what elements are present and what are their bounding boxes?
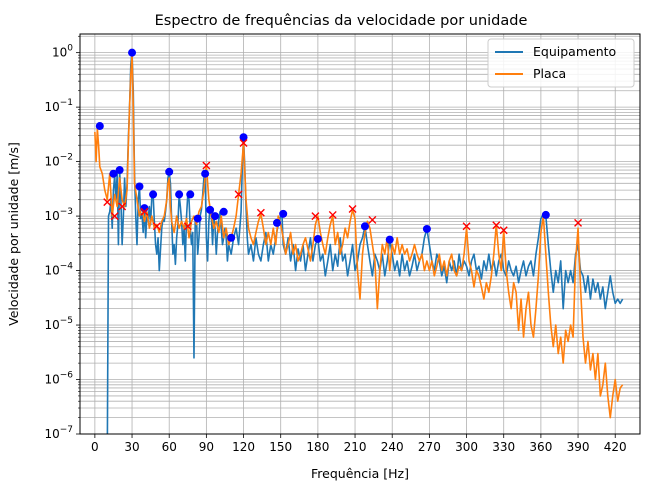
x-tick-label: 120 (232, 440, 255, 454)
plot-frame (79, 33, 641, 435)
series-layer (94, 51, 624, 434)
peak-marker-equipamento (149, 190, 158, 199)
x-axis-label: Frequência [Hz] (311, 466, 409, 481)
peak-marker-equipamento (219, 207, 228, 216)
peak-marker-placa (103, 198, 112, 207)
peak-marker-placa (492, 221, 501, 230)
peak-marker-equipamento (135, 182, 144, 191)
peak-marker-placa (152, 222, 161, 231)
x-axis: 0 30 60 90 120 150 180 210 240 270 300 330 360 390 420 (91, 434, 627, 454)
x-tick-label: 210 (344, 440, 367, 454)
legend-label-placa: Placa (533, 66, 566, 81)
peak-marker-placa (348, 204, 357, 213)
peak-marker-equipamento (109, 169, 118, 178)
x-tick-label: 240 (381, 440, 404, 454)
x-tick-label: 360 (529, 440, 552, 454)
x-tick-label: 90 (199, 440, 214, 454)
peak-marker-placa (462, 222, 471, 231)
x-tick-label: 300 (455, 440, 478, 454)
chart-title: Espectro de frequências da velocidade po… (155, 13, 528, 29)
series-line-equipamento (106, 51, 624, 434)
peak-marker-equipamento (541, 210, 550, 219)
peak-marker-placa (256, 208, 265, 217)
x-tick-label: 30 (124, 440, 139, 454)
x-tick-label: 390 (567, 440, 590, 454)
peak-marker-equipamento (211, 212, 220, 221)
peak-marker-equipamento (186, 190, 195, 199)
peak-marker-equipamento (175, 190, 184, 199)
peak-marker-equipamento (95, 122, 104, 131)
series-line-placa (94, 54, 624, 419)
peak-marker-placa (328, 210, 337, 219)
peak-marker-placa (368, 215, 377, 224)
peak-marker-equipamento (206, 205, 215, 214)
legend-label-equipamento: Equipamento (533, 44, 616, 59)
peak-marker-equipamento (360, 222, 369, 231)
peak-marker-placa (239, 138, 248, 147)
x-tick-label: 180 (306, 440, 329, 454)
y-axis-label: Velocidade por unidade [m/s] (6, 142, 21, 326)
x-tick-label: 270 (418, 440, 441, 454)
peak-marker-equipamento (239, 133, 248, 142)
peak-marker-placa (574, 218, 583, 227)
peak-marker-placa (234, 190, 243, 199)
legend-box (487, 38, 635, 88)
peak-marker-placa (202, 161, 211, 170)
peak-marker-equipamento (193, 214, 202, 223)
peak-marker-equipamento (115, 166, 124, 175)
peak-marker-equipamento (422, 224, 431, 233)
peak-marker-equipamento (279, 209, 288, 218)
peak-marker-placa (118, 202, 127, 211)
legend: Equipamento Placa (487, 38, 635, 88)
peak-marker-placa (311, 212, 320, 221)
x-tick-label: 420 (604, 440, 627, 454)
peak-marker-equipamento (128, 48, 137, 57)
peak-marker-placa (183, 222, 192, 231)
peak-marker-equipamento (313, 234, 322, 243)
marker-layer (95, 48, 583, 244)
peak-marker-equipamento (227, 233, 236, 242)
x-tick-label: 0 (91, 440, 99, 454)
peak-marker-placa (110, 212, 119, 221)
x-tick-label: 60 (162, 440, 177, 454)
peak-marker-placa (140, 207, 149, 216)
peak-marker-placa (499, 226, 508, 235)
peak-marker-equipamento (272, 218, 281, 227)
peak-marker-equipamento (201, 169, 210, 178)
peak-marker-equipamento (165, 167, 174, 176)
x-tick-label: 150 (269, 440, 292, 454)
x-tick-label: 330 (492, 440, 515, 454)
peak-marker-equipamento (385, 235, 394, 244)
